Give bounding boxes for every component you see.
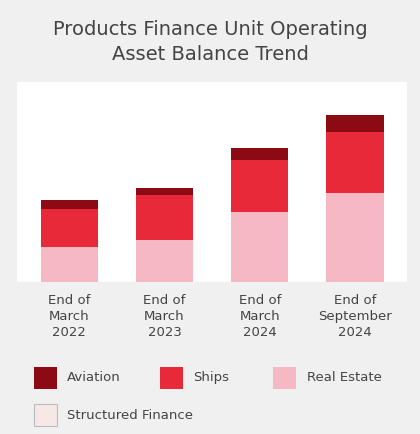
Bar: [231, 148, 288, 160]
Bar: [273, 367, 296, 389]
Text: Real Estate: Real Estate: [307, 371, 381, 384]
Bar: [136, 188, 193, 195]
Bar: [231, 212, 288, 282]
Text: Ships: Ships: [193, 371, 229, 384]
Bar: [41, 200, 98, 209]
Text: End of
September
2024: End of September 2024: [318, 294, 392, 339]
Text: Aviation: Aviation: [67, 371, 121, 384]
Bar: [231, 160, 288, 212]
Bar: [160, 367, 183, 389]
Bar: [136, 240, 193, 282]
Bar: [41, 209, 98, 247]
Text: Products Finance Unit Operating
Asset Balance Trend: Products Finance Unit Operating Asset Ba…: [52, 20, 368, 64]
Bar: [34, 367, 57, 389]
Text: Structured Finance: Structured Finance: [67, 409, 193, 422]
Bar: [136, 195, 193, 240]
Text: End of
March
2022: End of March 2022: [48, 294, 90, 339]
Bar: [41, 247, 98, 282]
Bar: [326, 115, 383, 132]
Bar: [34, 404, 57, 426]
Text: End of
March
2024: End of March 2024: [239, 294, 281, 339]
Text: End of
March
2023: End of March 2023: [143, 294, 186, 339]
Bar: [326, 193, 383, 282]
Bar: [326, 132, 383, 193]
